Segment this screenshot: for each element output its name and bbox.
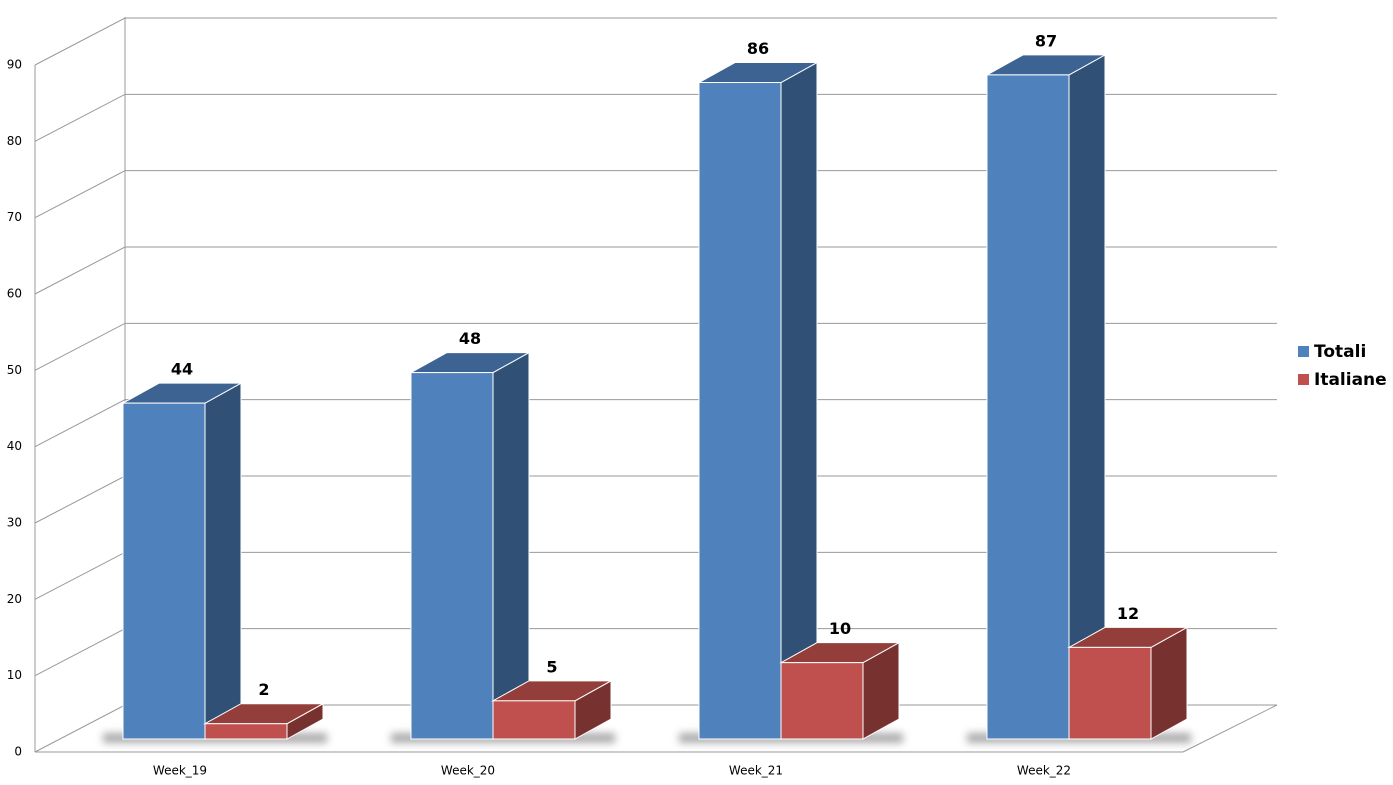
bar-front	[204, 723, 288, 740]
legend-swatch	[1298, 374, 1309, 385]
bar-front	[1068, 646, 1152, 740]
bar	[121, 382, 243, 740]
y-tick-label: 40	[7, 439, 22, 453]
y-tick-label: 30	[7, 516, 22, 530]
bar-front	[122, 402, 206, 740]
bar-front	[492, 700, 576, 740]
bar	[1067, 626, 1189, 740]
bar-side	[204, 382, 242, 740]
bar-front	[698, 82, 782, 740]
bar-side	[492, 351, 530, 740]
legend-label: Italiane	[1314, 370, 1387, 390]
bar	[491, 679, 613, 740]
bar-front	[410, 372, 494, 740]
data-label: 10	[829, 619, 851, 638]
bar-front	[780, 662, 864, 740]
bar-front	[986, 74, 1070, 740]
bar	[697, 61, 819, 740]
y-tick-label: 10	[7, 668, 22, 682]
legend-swatch	[1298, 346, 1309, 357]
data-label: 48	[459, 329, 481, 348]
x-tick-label: Week_22	[1017, 764, 1071, 778]
y-tick-label: 60	[7, 287, 22, 301]
grid-line	[34, 170, 1277, 219]
legend-label: Totali	[1314, 342, 1366, 362]
grid-line	[34, 399, 1277, 448]
data-label: 5	[546, 657, 557, 676]
bar-side	[780, 61, 818, 740]
grid-line	[34, 322, 1277, 371]
x-tick-label: Week_20	[441, 764, 495, 778]
x-tick-label: Week_21	[729, 764, 783, 778]
data-label: 86	[747, 39, 769, 58]
grid-line	[34, 93, 1277, 142]
y-tick-label: 0	[14, 745, 22, 759]
bar	[779, 641, 901, 740]
data-label: 2	[258, 680, 269, 699]
bar	[409, 351, 531, 740]
data-label: 12	[1117, 604, 1139, 623]
floor-edge	[1182, 704, 1278, 753]
y-tick-label: 70	[7, 210, 22, 224]
data-label: 87	[1035, 31, 1057, 50]
bar	[203, 702, 325, 740]
y-tick-label: 90	[7, 58, 22, 72]
grid-line	[34, 17, 1277, 66]
bar	[985, 54, 1107, 740]
y-tick-label: 20	[7, 592, 22, 606]
grid-line	[34, 246, 1277, 295]
y-tick-label: 50	[7, 363, 22, 377]
data-label: 44	[171, 360, 193, 379]
x-tick-label: Week_19	[153, 764, 207, 778]
y-tick-label: 80	[7, 134, 22, 148]
